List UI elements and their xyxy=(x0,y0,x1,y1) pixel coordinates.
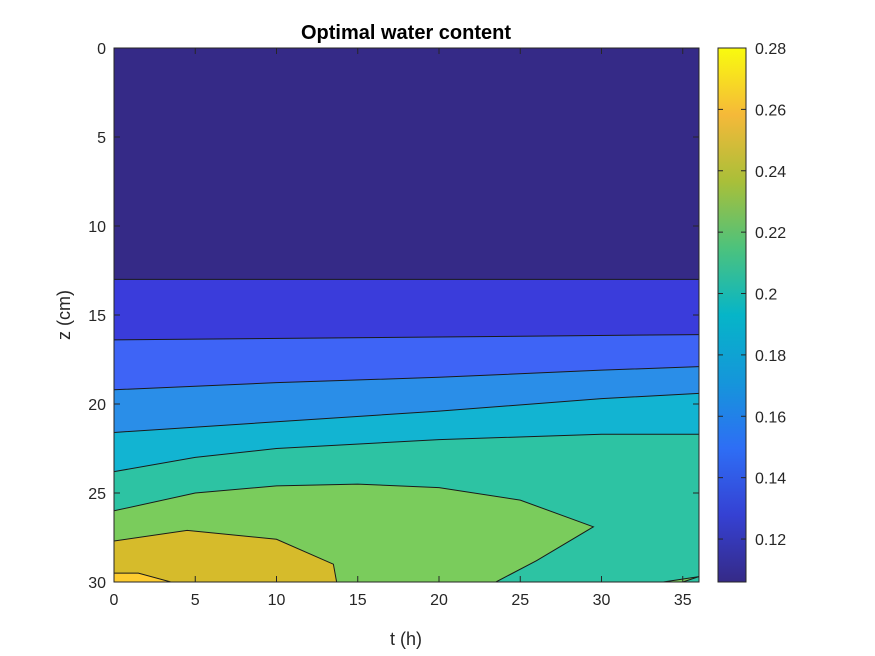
contour-line-3 xyxy=(114,392,699,433)
x-tick-label: 30 xyxy=(593,592,611,609)
contour-region-7 xyxy=(114,530,337,582)
plot-area xyxy=(114,48,699,582)
chart-title: Optimal water content xyxy=(301,22,511,44)
colorbar-tick-label: 0.22 xyxy=(755,225,786,242)
x-tick-label: 15 xyxy=(349,592,367,609)
contour-line-5 xyxy=(114,483,595,582)
contour-line-2 xyxy=(114,366,699,391)
colorbar-tick-label: 0.12 xyxy=(755,532,786,549)
colorbar: 0.12 0.14 0.16 0.18 0.2 0.22 0.24 0.26 0.28 xyxy=(717,41,786,583)
y-axis-label: z (cm) xyxy=(54,290,74,340)
colorbar-tick-label: 0.18 xyxy=(755,348,786,365)
contour-region-8 xyxy=(114,573,171,582)
colorbar-tick-label: 0.26 xyxy=(755,102,786,119)
y-tick-label: 20 xyxy=(88,397,106,414)
contour-line-9 xyxy=(682,576,699,582)
y-tick-label: 25 xyxy=(88,486,106,503)
colorbar-tick-label: 0.16 xyxy=(755,409,786,426)
colorbar-tick-label: 0.24 xyxy=(755,164,786,181)
y-tick-label: 5 xyxy=(97,130,106,147)
y-tick-label: 30 xyxy=(88,575,106,592)
contour-line-8 xyxy=(663,576,699,582)
x-axis-label: t (h) xyxy=(390,629,422,649)
contour-line-4 xyxy=(114,433,699,473)
y-tick-label: 10 xyxy=(88,219,106,236)
x-tick-label: 10 xyxy=(268,592,286,609)
colorbar-ticks: 0.12 0.14 0.16 0.18 0.2 0.22 0.24 0.26 0.28 xyxy=(718,41,786,549)
colorbar-tick-label: 0.14 xyxy=(755,471,786,488)
y-tick-label: 15 xyxy=(88,308,106,325)
y-tick-label: 0 xyxy=(97,41,106,58)
contour-line-1 xyxy=(114,334,699,341)
x-tick-label: 20 xyxy=(430,592,448,609)
x-tick-label: 0 xyxy=(110,592,119,609)
y-axis-ticks: 0 5 10 15 20 25 30 xyxy=(88,41,699,592)
x-tick-label: 5 xyxy=(191,592,200,609)
x-tick-label: 35 xyxy=(674,592,692,609)
x-axis-ticks: 0 5 10 15 20 25 30 35 xyxy=(110,48,692,609)
contour-line-7 xyxy=(114,572,172,582)
colorbar-tick-label: 0.28 xyxy=(755,41,786,58)
colorbar-tick-label: 0.2 xyxy=(755,287,777,304)
contour-line-6 xyxy=(114,529,338,582)
contour-regions xyxy=(114,48,699,582)
colorbar-gradient xyxy=(717,47,747,583)
x-tick-label: 25 xyxy=(511,592,529,609)
